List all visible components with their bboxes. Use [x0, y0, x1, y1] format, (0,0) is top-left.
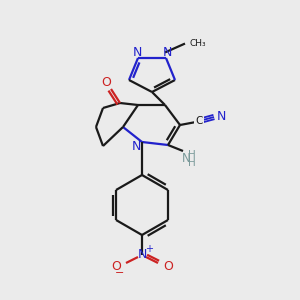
Text: N: N: [162, 46, 172, 59]
Text: O: O: [163, 260, 173, 272]
Text: N: N: [216, 110, 226, 122]
Text: H: H: [188, 158, 196, 168]
Text: N: N: [131, 140, 141, 152]
Text: H: H: [188, 150, 196, 160]
Text: N: N: [132, 46, 142, 59]
Text: O: O: [111, 260, 121, 272]
Text: +: +: [145, 244, 153, 254]
Text: N: N: [137, 248, 147, 262]
Text: C: C: [195, 116, 203, 126]
Text: O: O: [101, 76, 111, 88]
Text: CH₃: CH₃: [190, 38, 207, 47]
Text: N: N: [182, 152, 190, 164]
Text: −: −: [115, 268, 125, 278]
